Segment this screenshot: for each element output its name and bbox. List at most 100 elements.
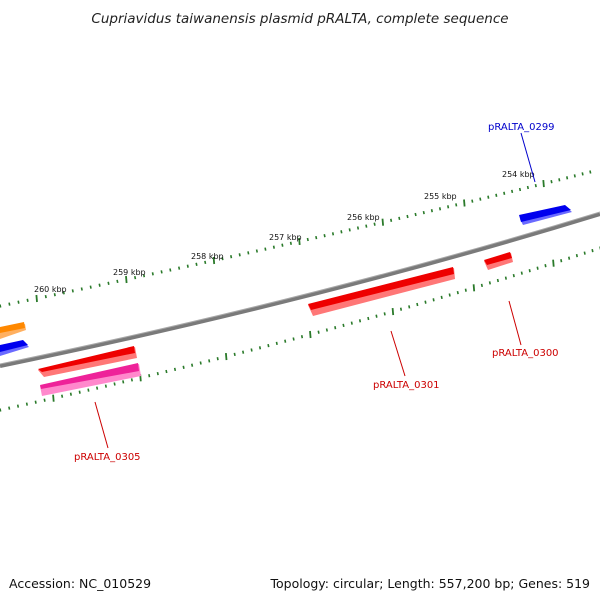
- minor-tick: [390, 218, 393, 222]
- minor-tick: [408, 305, 411, 309]
- gene-red-left[interactable]: [38, 346, 137, 377]
- gene-pralta-0300[interactable]: [484, 252, 513, 270]
- gene-pralta-0299[interactable]: [519, 205, 572, 225]
- minor-tick: [518, 187, 522, 192]
- minor-tick: [350, 321, 353, 325]
- minor-tick: [528, 269, 531, 273]
- minor-tick: [496, 278, 499, 283]
- minor-tick: [34, 400, 37, 404]
- minor-tick: [573, 174, 576, 178]
- minor-tick: [325, 328, 328, 332]
- minor-tick: [289, 241, 292, 245]
- minor-tick: [471, 199, 474, 203]
- minor-tick: [464, 288, 467, 292]
- minor-tick: [544, 264, 547, 268]
- minor-tick: [116, 279, 119, 284]
- minor-tick: [414, 212, 417, 217]
- minor-tick: [87, 388, 90, 392]
- minor-tick: [292, 337, 295, 341]
- minor-tick: [331, 232, 335, 236]
- minor-tick: [306, 237, 309, 242]
- minor-tick: [122, 380, 125, 384]
- minor-tick: [422, 210, 425, 215]
- topology-text: Topology: circular; Length: 557,200 bp; …: [270, 576, 591, 591]
- gene-pralta-0305[interactable]: [40, 363, 141, 396]
- major-tick: [472, 284, 476, 292]
- minor-tick: [148, 374, 151, 378]
- major-tick: [552, 259, 555, 267]
- minor-tick: [216, 357, 219, 361]
- minor-tick: [250, 348, 253, 352]
- minor-tick: [591, 248, 594, 253]
- minor-tick: [348, 228, 351, 232]
- minor-tick: [230, 255, 233, 259]
- minor-tick: [383, 312, 386, 316]
- inner-tick-ring: [0, 246, 600, 412]
- minor-tick: [479, 197, 482, 201]
- minor-tick: [447, 205, 450, 209]
- minor-tick: [430, 209, 433, 213]
- minor-tick: [242, 350, 245, 354]
- minor-tick: [134, 275, 137, 280]
- minor-tick: [96, 386, 99, 390]
- minor-tick: [566, 176, 569, 180]
- minor-tick: [98, 283, 101, 287]
- minor-tick: [186, 264, 189, 268]
- minor-tick: [130, 378, 133, 382]
- minor-tick: [71, 289, 74, 293]
- minor-tick: [503, 191, 506, 195]
- major-tick: [309, 330, 312, 339]
- minor-tick: [424, 300, 427, 304]
- major-tick: [225, 353, 228, 361]
- gene-blue-left[interactable]: [0, 340, 29, 356]
- minor-tick: [267, 343, 270, 348]
- scale-label-255: 255 kbp: [424, 192, 457, 201]
- minor-tick: [432, 298, 435, 302]
- minor-tick: [255, 249, 258, 253]
- minor-tick: [300, 335, 304, 339]
- minor-tick: [80, 287, 83, 291]
- minor-tick: [169, 268, 172, 272]
- major-tick: [35, 294, 38, 303]
- minor-tick: [406, 214, 409, 219]
- minor-tick: [455, 203, 458, 207]
- minor-tick: [456, 290, 459, 295]
- minor-tick: [487, 195, 490, 199]
- minor-tick: [365, 224, 368, 228]
- minor-tick: [315, 235, 318, 240]
- outer-tick-ring: [0, 170, 592, 308]
- minor-tick: [375, 314, 378, 318]
- minor-tick: [511, 189, 514, 194]
- minor-tick: [0, 304, 2, 308]
- minor-tick: [25, 402, 28, 406]
- minor-tick: [440, 295, 443, 300]
- minor-tick: [221, 256, 224, 261]
- accession-text: Accession: NC_010529: [9, 576, 152, 591]
- minor-tick: [43, 398, 46, 402]
- gene-orange[interactable]: [0, 322, 26, 339]
- scale-labels: 254 kbp 255 kbp 256 kbp 257 kbp 258 kbp …: [34, 170, 535, 294]
- minor-tick: [495, 193, 498, 197]
- minor-tick: [358, 319, 362, 323]
- minor-tick: [247, 251, 250, 255]
- minor-tick: [191, 363, 194, 367]
- minor-tick: [536, 266, 539, 270]
- scale-label-256: 256 kbp: [347, 213, 380, 222]
- minor-tick: [204, 260, 207, 265]
- major-tick: [391, 308, 395, 316]
- gene-label-pralta-0300: pRALTA_0300: [492, 348, 559, 359]
- gene-pralta-0301[interactable]: [308, 267, 455, 316]
- major-tick: [125, 275, 128, 284]
- minor-tick: [399, 307, 403, 311]
- minor-tick: [233, 352, 236, 357]
- minor-tick: [342, 323, 345, 328]
- scale-label-257: 257 kbp: [269, 233, 302, 242]
- leader-pralta-0305: [94, 401, 109, 449]
- minor-tick: [334, 326, 337, 330]
- minor-tick: [61, 394, 64, 398]
- major-tick: [381, 218, 384, 226]
- minor-tick: [78, 390, 81, 394]
- minor-tick: [520, 271, 523, 275]
- leader-pralta-0301: [390, 330, 406, 377]
